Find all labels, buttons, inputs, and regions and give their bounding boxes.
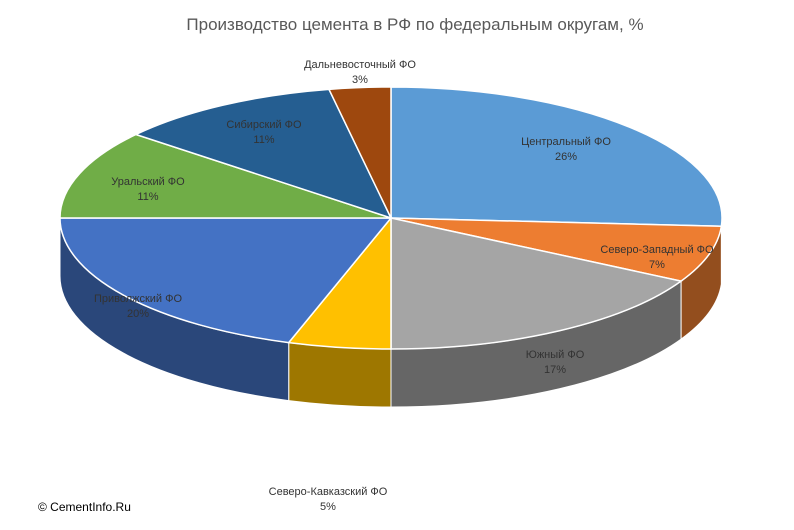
slice-value-label: 17% xyxy=(544,364,566,376)
pie-slice-side xyxy=(288,342,392,408)
slice-label: Центральный ФО xyxy=(521,136,611,148)
slice-value-label: 11% xyxy=(137,191,158,203)
slice-label: Уральский ФО xyxy=(111,176,185,188)
slice-label: Сибирский ФО xyxy=(226,119,302,131)
slice-label: Дальневосточный ФО xyxy=(304,59,416,71)
pie-slice xyxy=(59,133,392,219)
slice-label: Северо-Кавказский ФО xyxy=(269,486,388,498)
slice-value-label: 26% xyxy=(555,151,577,163)
pie-slice xyxy=(390,217,683,350)
pie-slice xyxy=(59,217,393,344)
slice-value-label: 20% xyxy=(127,308,149,320)
slice-value-label: 11% xyxy=(253,134,274,146)
slice-label: Северо-Западный ФО xyxy=(600,244,714,256)
slice-value-label: 5% xyxy=(320,501,336,513)
chart-title: Производство цемента в РФ по федеральным… xyxy=(186,15,643,34)
pie-slice xyxy=(133,88,393,220)
slice-value-label: 7% xyxy=(649,259,665,271)
pie-slice xyxy=(390,217,723,282)
pie-slice xyxy=(390,86,723,227)
slice-value-label: 3% xyxy=(352,74,368,86)
slice-label: Приволжский ФО xyxy=(94,293,183,305)
copyright-text: © CementInfo.Ru xyxy=(38,500,131,514)
pie-slice xyxy=(327,86,392,219)
slice-label: Южный ФО xyxy=(526,349,585,361)
